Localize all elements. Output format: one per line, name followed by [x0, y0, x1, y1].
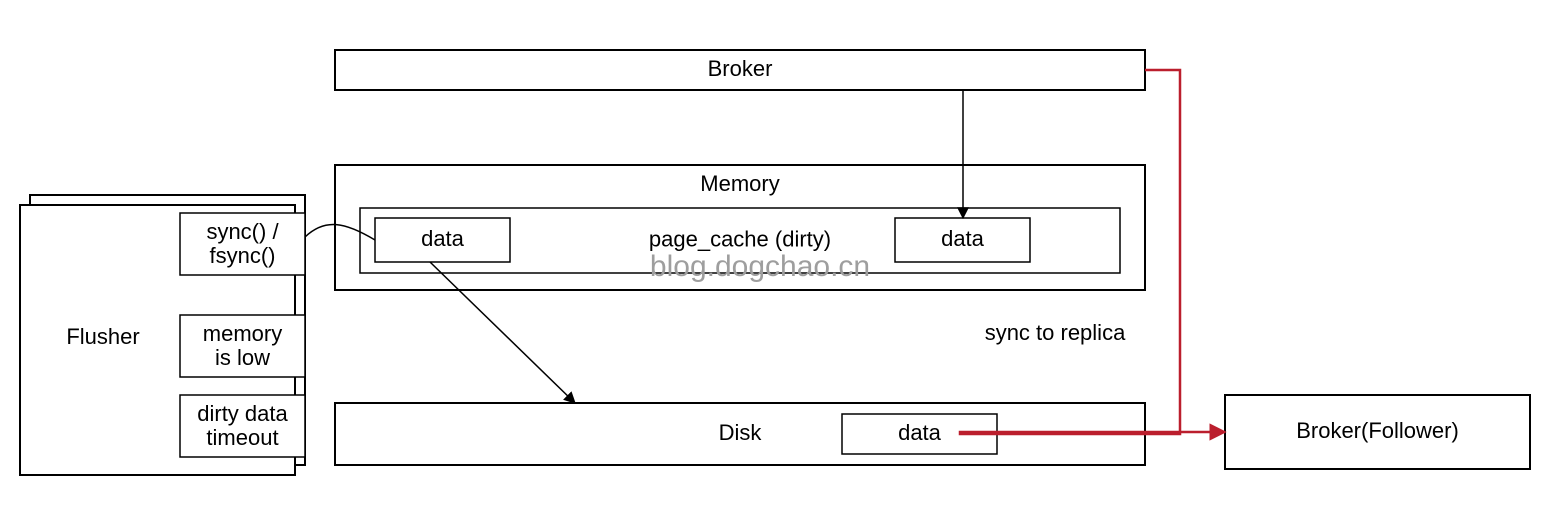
flusher-label: Flusher [66, 324, 139, 349]
follower-label: Broker(Follower) [1296, 418, 1459, 443]
sync-replica-label: sync to replica [985, 320, 1126, 345]
watermark-text: blog.dogchao.cn [650, 250, 870, 283]
page-cache-label: page_cache (dirty) [649, 226, 831, 251]
disk-data-label: data [898, 420, 942, 445]
dirty-l1: dirty data [197, 401, 288, 426]
diagram-svg: Broker Memory page_cache (dirty) data da… [0, 0, 1558, 530]
sync-l1: sync() / [206, 219, 279, 244]
memlow-l2: is low [215, 345, 270, 370]
sync-l2: fsync() [210, 243, 276, 268]
disk-label: Disk [719, 420, 763, 445]
data-left-label: data [421, 226, 465, 251]
broker-label: Broker [708, 56, 773, 81]
dirty-l2: timeout [206, 425, 278, 450]
memory-label: Memory [700, 171, 779, 196]
data-right-label: data [941, 226, 985, 251]
memlow-l1: memory [203, 321, 282, 346]
